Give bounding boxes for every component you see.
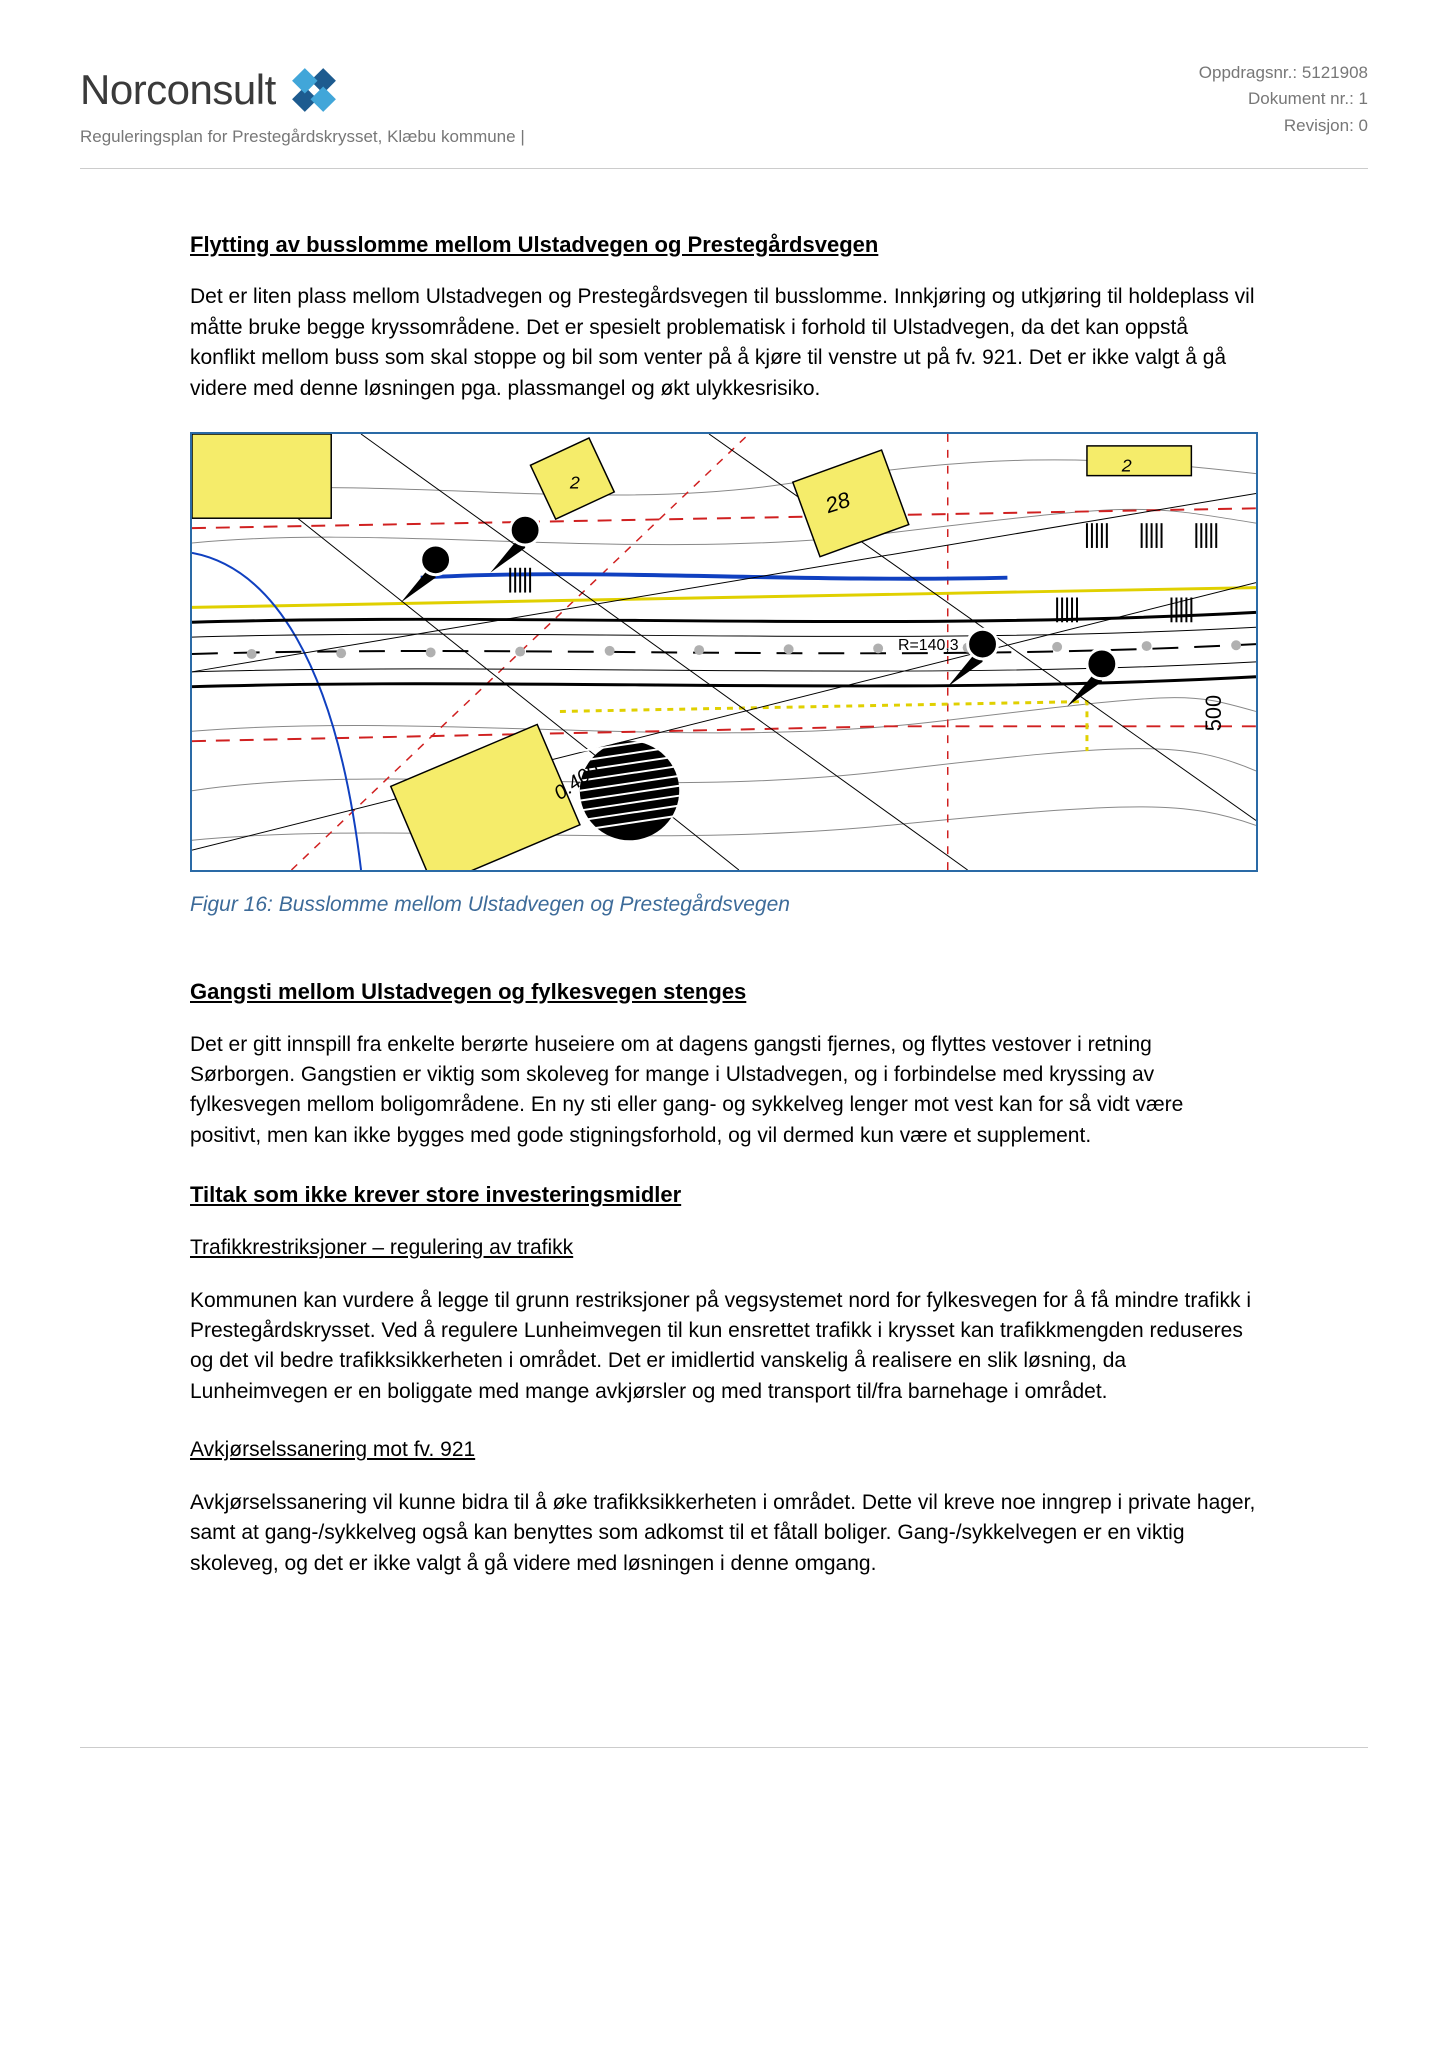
meta-label-2: Dokument nr.: xyxy=(1248,89,1354,108)
svg-text:R=140,3: R=140,3 xyxy=(898,637,959,654)
logo-block: Norconsult Reguleringsplan for Prestegår… xyxy=(80,60,525,150)
figure-map: R=140,35000.4002822 xyxy=(190,432,1258,872)
figure-caption: Figur 16: Busslomme mellom Ulstadvegen o… xyxy=(190,890,1258,920)
meta-label-3: Revisjon: xyxy=(1284,116,1354,135)
logo-text: Norconsult xyxy=(80,60,276,121)
svg-text:2: 2 xyxy=(569,473,580,493)
meta-value-1: 5121908 xyxy=(1302,63,1368,82)
logo-icon xyxy=(286,64,342,116)
section3-sub2-title: Avkjørselssanering mot fv. 921 xyxy=(190,1435,1258,1465)
section2-body: Det er gitt innspill fra enkelte berørte… xyxy=(190,1030,1258,1152)
section3-sub1-title: Trafikkrestriksjoner – regulering av tra… xyxy=(190,1233,1258,1263)
section3-title: Tiltak som ikke krever store investering… xyxy=(190,1179,1258,1211)
meta-value-3: 0 xyxy=(1359,116,1368,135)
section3-sub2-body: Avkjørselssanering vil kunne bidra til å… xyxy=(190,1488,1258,1579)
section1-title: Flytting av busslomme mellom Ulstadvegen… xyxy=(190,229,1258,261)
footer-rule xyxy=(80,1747,1368,1748)
content: Flytting av busslomme mellom Ulstadvegen… xyxy=(80,229,1368,1580)
page-header: Norconsult Reguleringsplan for Prestegår… xyxy=(80,60,1368,169)
header-subtitle: Reguleringsplan for Prestegårdskrysset, … xyxy=(80,125,525,150)
section3-sub1-body: Kommunen kan vurdere å legge til grunn r… xyxy=(190,1286,1258,1408)
section1-body: Det er liten plass mellom Ulstadvegen og… xyxy=(190,282,1258,404)
svg-text:500: 500 xyxy=(1201,695,1226,731)
meta-value-2: 1 xyxy=(1359,89,1368,108)
meta-label-1: Oppdragsnr.: xyxy=(1199,63,1297,82)
svg-text:2: 2 xyxy=(1121,456,1132,476)
section2-title: Gangsti mellom Ulstadvegen og fylkesvege… xyxy=(190,976,1258,1008)
meta-block: Oppdragsnr.: 5121908 Dokument nr.: 1 Rev… xyxy=(1199,60,1368,139)
